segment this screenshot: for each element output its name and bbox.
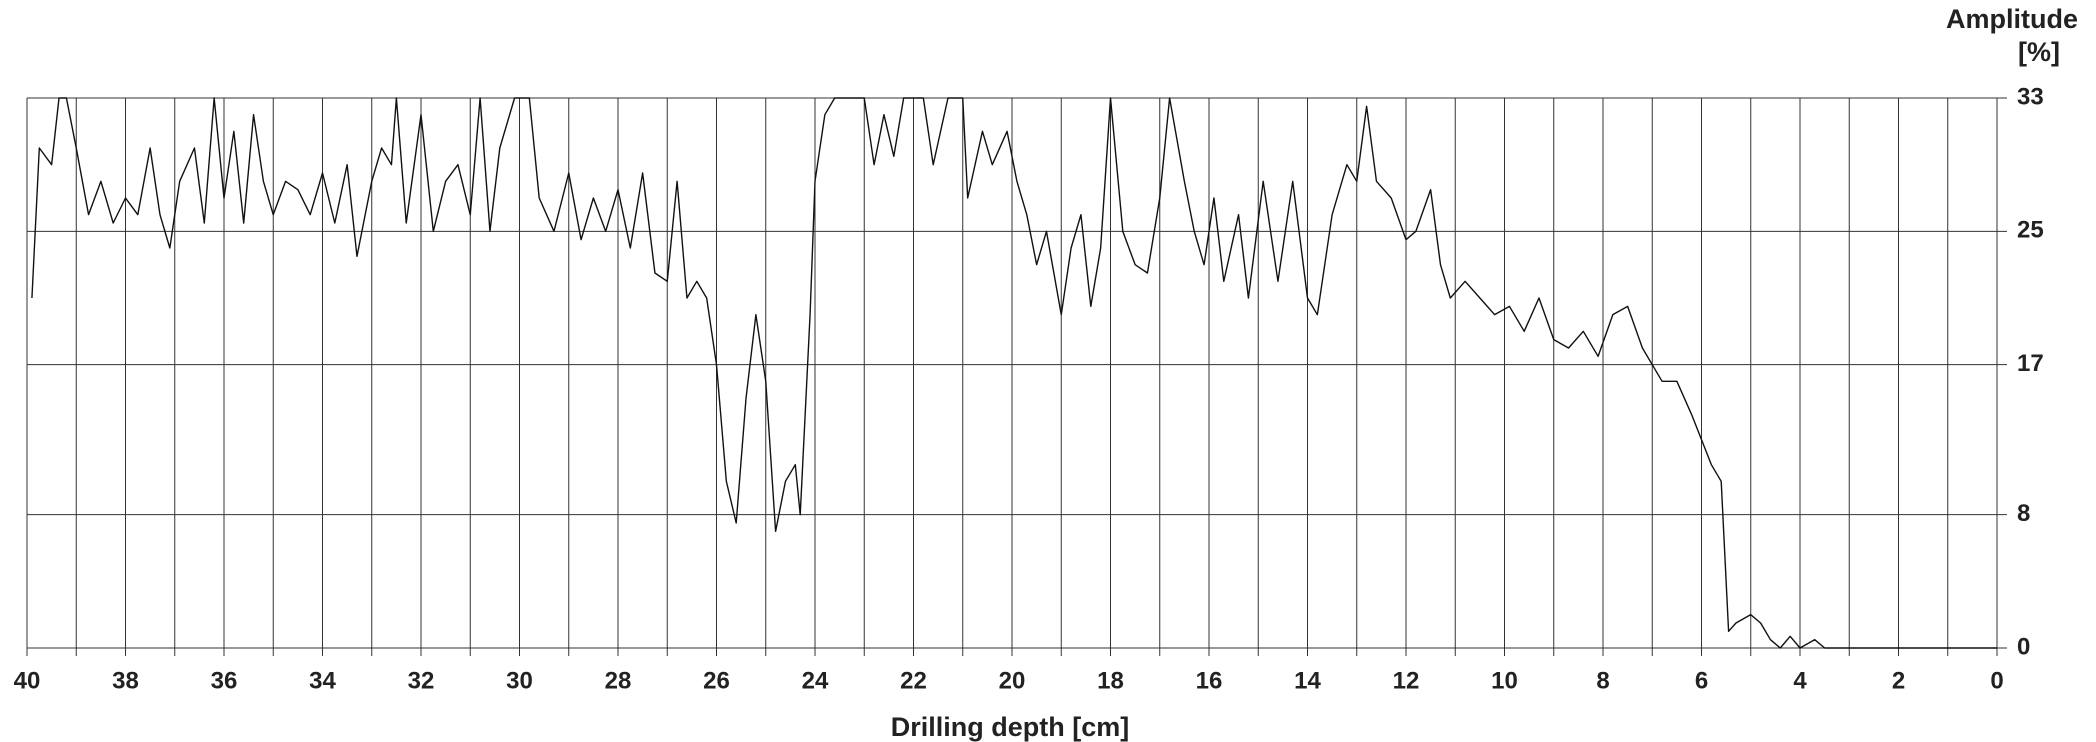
x-tick-label: 36: [211, 667, 238, 694]
y-tick-label: 0: [2017, 633, 2030, 660]
x-tick-label: 6: [1695, 667, 1708, 694]
x-tick-label: 0: [1990, 667, 2003, 694]
x-tick-label: 12: [1393, 667, 1420, 694]
x-tick-label: 34: [309, 667, 336, 694]
x-tick-label: 20: [999, 667, 1026, 694]
y-axis-label: Amplitude: [1946, 4, 2078, 34]
y-tick-label: 8: [2017, 500, 2030, 527]
y-tick-label: 25: [2017, 217, 2044, 244]
x-tick-label: 28: [605, 667, 632, 694]
x-tick-label: 2: [1892, 667, 1905, 694]
y-tick-label: 17: [2017, 350, 2044, 377]
x-axis-label: Drilling depth [cm]: [891, 712, 1130, 742]
x-tick-label: 22: [900, 667, 927, 694]
y-axis-unit: [%]: [2018, 37, 2060, 67]
x-tick-label: 38: [112, 667, 139, 694]
x-tick-label: 18: [1097, 667, 1124, 694]
x-tick-label: 4: [1793, 667, 1807, 694]
x-tick-label: 16: [1196, 667, 1223, 694]
x-tick-label: 10: [1491, 667, 1518, 694]
data-line: [31, 97, 1997, 649]
x-tick-label: 24: [802, 667, 829, 694]
x-tick-label: 40: [14, 667, 41, 694]
x-tick-label: 14: [1294, 667, 1321, 694]
x-tick-label: 8: [1596, 667, 1609, 694]
x-tick-label: 26: [703, 667, 730, 694]
y-tick-label: 33: [2017, 83, 2044, 110]
x-tick-label: 32: [408, 667, 435, 694]
x-tick-label: 30: [506, 667, 533, 694]
